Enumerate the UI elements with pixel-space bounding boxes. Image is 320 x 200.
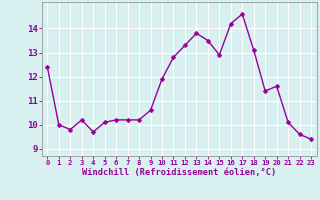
X-axis label: Windchill (Refroidissement éolien,°C): Windchill (Refroidissement éolien,°C) bbox=[82, 168, 276, 177]
